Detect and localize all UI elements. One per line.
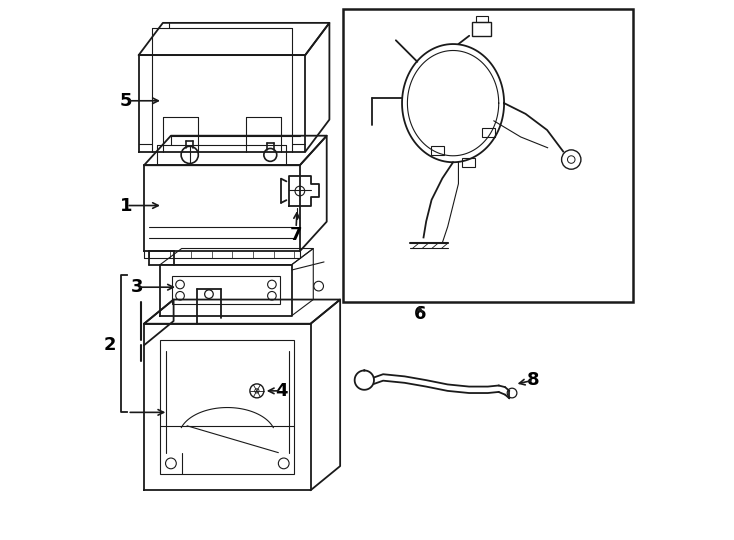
- Text: 5: 5: [120, 92, 133, 110]
- Bar: [432, 146, 444, 155]
- Bar: [476, 16, 488, 22]
- Bar: [343, 9, 633, 302]
- Text: 8: 8: [527, 371, 539, 389]
- Bar: [160, 340, 294, 474]
- Text: 7: 7: [290, 226, 302, 244]
- Text: 2: 2: [104, 336, 117, 354]
- Bar: [462, 158, 475, 166]
- Text: 4: 4: [275, 382, 287, 400]
- Text: 6: 6: [413, 305, 426, 323]
- Bar: [482, 129, 495, 137]
- Bar: [172, 276, 280, 304]
- Text: 3: 3: [131, 278, 143, 296]
- Text: 1: 1: [120, 197, 133, 214]
- Bar: [473, 22, 491, 36]
